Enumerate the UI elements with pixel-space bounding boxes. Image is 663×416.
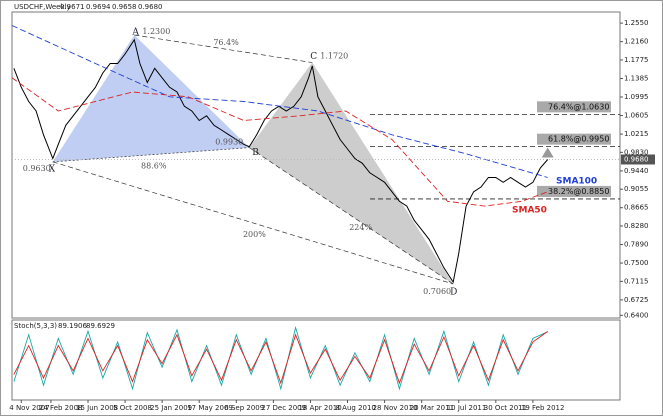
point-value: 0.7060 [423,287,451,296]
series-label: SMA100 [556,177,597,187]
y-tick-label: 1.0995 [624,93,649,101]
ratio-label: 224% [349,223,372,232]
ac-line [134,34,313,63]
x-tick-label: 20 Mar 2011 [410,404,454,412]
point-label: X [49,164,56,174]
level-label: 76.4%@1.0630 [548,102,609,111]
price-label: 0.9680 [624,155,649,163]
symbol: USDCHF,Weekly [14,3,71,11]
series-line [13,325,548,391]
series-line [11,77,548,207]
stoch-main: 89.1906 [58,322,87,330]
ratio-label: 88.6% [141,162,167,171]
series-line [11,25,548,178]
bcd-triangle [249,62,454,284]
level-label: 61.8%@0.9950 [548,135,609,144]
point-value: 0.9630 [23,164,51,173]
y-tick-label: 0.7500 [624,259,649,267]
ratio-label: 200% [243,230,266,239]
x-tick-label: 30 Oct 2011 [484,404,527,412]
y-tick-label: 1.1385 [624,74,649,82]
y-tick-label: 0.6400 [624,311,649,319]
open: 0.9671 [60,3,85,11]
y-tick-label: 0.9055 [624,185,649,193]
y-tick-label: 0.8665 [624,204,649,212]
price-box [621,154,655,165]
xab-triangle [52,34,250,162]
point-label: B [252,148,259,158]
x-tick-label: 28 Nov 2010 [373,404,418,412]
y-tick-label: 0.7890 [624,241,649,249]
y-tick-label: 0.7115 [624,277,649,285]
x-tick-label: 24 Feb 2008 [39,404,83,412]
point-label: A [131,27,139,37]
stoch-panel [11,319,621,401]
point-label: D [450,287,457,297]
high: 0.9694 [86,3,111,11]
y-tick-label: 1.1775 [624,56,649,64]
x-tick-label: 19 Feb 2012 [521,404,565,412]
point-value: 1.1720 [320,52,348,61]
y-tick-label: 0.9830 [624,148,649,156]
bd-line [249,147,454,285]
y-tick-label: 1.0605 [624,112,649,120]
stoch-signal: 89.6929 [86,322,115,330]
y-tick-label: 1.0215 [624,130,649,138]
close: 0.9680 [138,3,163,11]
point-value: 1.2300 [142,27,170,36]
x-tick-label: 5 Oct 2008 [113,404,152,412]
y-tick-label: 1.2160 [624,38,649,46]
x-tick-label: 10 Jul 2011 [447,404,487,412]
y-tick-label: 0.6725 [624,296,649,304]
x-tick-label: 15 Jun 2008 [76,404,118,412]
level-box [537,185,611,197]
series-label: SMA50 [512,206,547,216]
low: 0.9658 [112,3,137,11]
x-tick-label: 25 Jan 2009 [150,404,192,412]
point-value: 0.9930 [215,138,243,147]
arrow [541,147,554,158]
price-panel [11,11,621,319]
xb-line [52,147,250,163]
x-tick-label: 18 Apr 2010 [298,404,341,412]
y-tick-label: 0.9440 [624,167,649,175]
ratio-label: 76.4% [213,38,239,47]
series-line [13,331,548,385]
level-box [537,133,611,145]
x-tick-label: 6 Sep 2009 [224,404,264,412]
x-tick-label: 27 Dec 2009 [261,404,306,412]
point-label: C [310,52,317,62]
xd-line [52,161,454,285]
series-line [13,38,549,284]
x-tick-label: 8 Aug 2010 [336,404,376,412]
level-box [537,101,611,113]
y-tick-label: 0.8280 [624,222,649,230]
x-tick-label: 17 May 2009 [187,404,233,412]
x-tick-label: 4 Nov 2007 [9,404,49,412]
stoch-title: Stoch(5,3,3) [14,322,57,330]
y-tick-label: 1.2550 [624,19,649,27]
level-label: 38.2%@0.8850 [548,187,609,196]
